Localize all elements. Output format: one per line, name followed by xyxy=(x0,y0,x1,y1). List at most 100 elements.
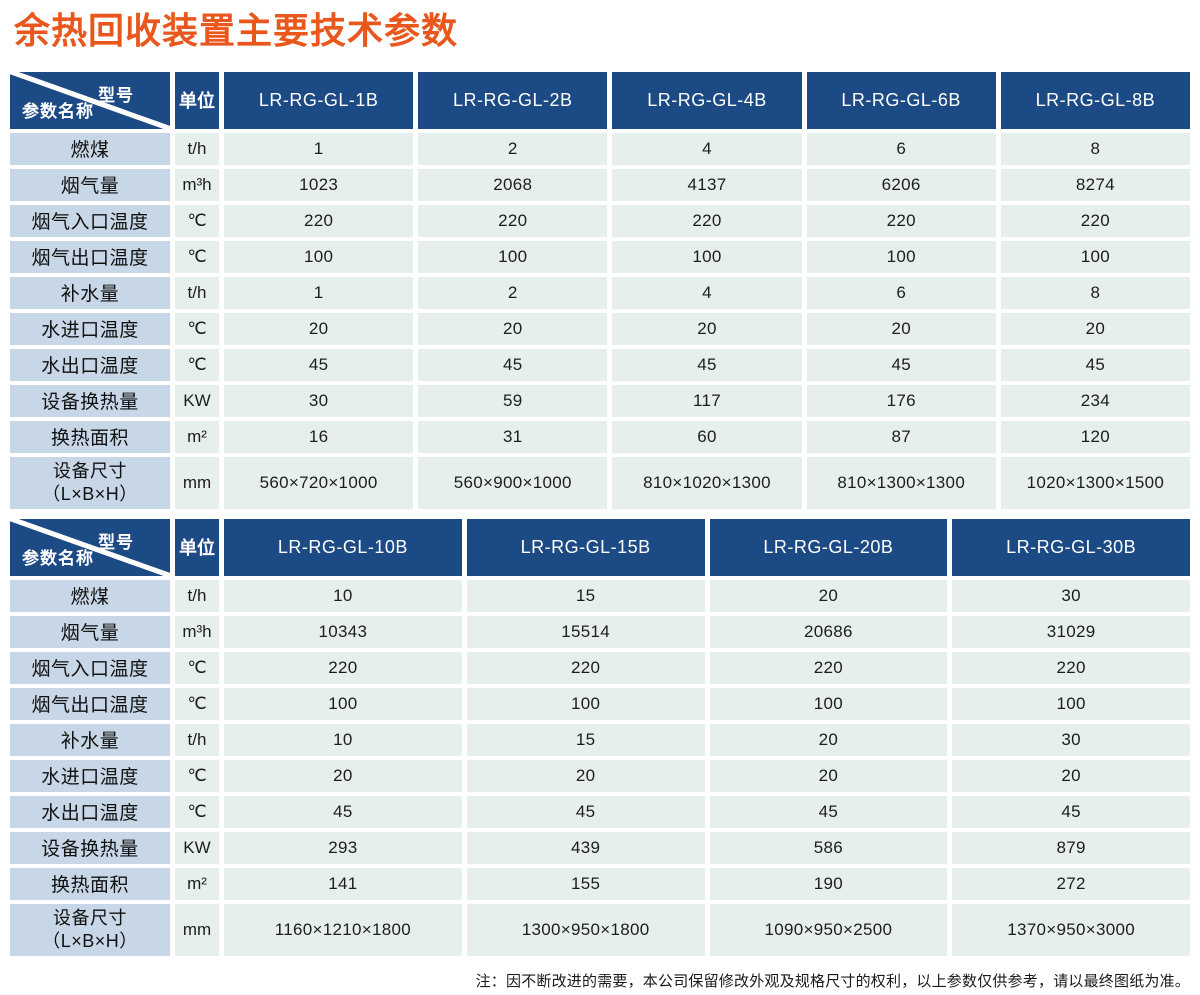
unit-cell: ℃ xyxy=(175,759,219,792)
value-cell: 6 xyxy=(806,132,996,165)
value-cell: 439 xyxy=(466,831,705,864)
value-cell: 100 xyxy=(224,687,462,720)
value-cell: 87 xyxy=(806,420,996,453)
value-cell: 4 xyxy=(612,132,802,165)
value-cell: 20 xyxy=(466,759,705,792)
param-label-cell: 补水量 xyxy=(10,723,170,756)
value-cell: 220 xyxy=(466,651,705,684)
param-label-cell: 烟气量 xyxy=(10,615,170,648)
param-label-cell: 烟气入口温度 xyxy=(10,204,170,237)
param-label-cell: 燃煤 xyxy=(10,132,170,165)
value-cell: 15 xyxy=(466,579,705,612)
param-label-cell: 烟气入口温度 xyxy=(10,651,170,684)
model-header-cell: LR-RG-GL-15B xyxy=(466,518,705,576)
unit-cell: ℃ xyxy=(175,240,219,273)
value-cell: 810×1020×1300 xyxy=(612,456,802,509)
value-cell: 1300×950×1800 xyxy=(466,903,705,956)
value-cell: 100 xyxy=(418,240,608,273)
value-cell: 16 xyxy=(224,420,414,453)
value-cell: 45 xyxy=(224,348,414,381)
value-cell: 6206 xyxy=(806,168,996,201)
value-cell: 293 xyxy=(224,831,462,864)
value-cell: 45 xyxy=(709,795,948,828)
unit-cell: m³h xyxy=(175,615,219,648)
value-cell: 120 xyxy=(1000,420,1190,453)
value-cell: 30 xyxy=(224,384,414,417)
value-cell: 2068 xyxy=(418,168,608,201)
value-cell: 100 xyxy=(709,687,948,720)
value-cell: 45 xyxy=(466,795,705,828)
value-cell: 2 xyxy=(418,132,608,165)
unit-cell: ℃ xyxy=(175,204,219,237)
value-cell: 100 xyxy=(806,240,996,273)
unit-cell: ℃ xyxy=(175,687,219,720)
model-header-cell: LR-RG-GL-1B xyxy=(224,71,414,129)
unit-cell: mm xyxy=(175,903,219,956)
value-cell: 59 xyxy=(418,384,608,417)
value-cell: 220 xyxy=(418,204,608,237)
model-header-cell: LR-RG-GL-4B xyxy=(612,71,802,129)
unit-header-cell: 单位 xyxy=(175,518,219,576)
unit-cell: KW xyxy=(175,831,219,864)
param-label-cell: 水进口温度 xyxy=(10,312,170,345)
value-cell: 20 xyxy=(952,759,1190,792)
param-label-cell: 烟气出口温度 xyxy=(10,240,170,273)
value-cell: 10343 xyxy=(224,615,462,648)
param-label-cell: 水出口温度 xyxy=(10,795,170,828)
value-cell: 10 xyxy=(224,723,462,756)
footnote: 注：因不断改进的需要，本公司保留修改外观及规格尺寸的权利，以上参数仅供参考，请以… xyxy=(475,972,1190,990)
value-cell: 234 xyxy=(1000,384,1190,417)
unit-cell: KW xyxy=(175,384,219,417)
value-cell: 20 xyxy=(709,579,948,612)
value-cell: 20 xyxy=(709,759,948,792)
value-cell: 4137 xyxy=(612,168,802,201)
value-cell: 220 xyxy=(224,651,462,684)
value-cell: 220 xyxy=(612,204,802,237)
param-label-line1: 设备尺寸 xyxy=(53,908,127,929)
param-label-cell: 烟气出口温度 xyxy=(10,687,170,720)
param-label-cell: 换热面积 xyxy=(10,867,170,900)
value-cell: 220 xyxy=(224,204,414,237)
value-cell: 155 xyxy=(466,867,705,900)
value-cell: 15514 xyxy=(466,615,705,648)
unit-cell: ℃ xyxy=(175,795,219,828)
param-label-cell: 设备尺寸 （L×B×H） xyxy=(10,456,170,509)
value-cell: 20 xyxy=(612,312,802,345)
value-cell: 1 xyxy=(224,276,414,309)
value-cell: 20 xyxy=(806,312,996,345)
unit-cell: t/h xyxy=(175,723,219,756)
value-cell: 2 xyxy=(418,276,608,309)
value-cell: 100 xyxy=(1000,240,1190,273)
value-cell: 176 xyxy=(806,384,996,417)
value-cell: 1020×1300×1500 xyxy=(1000,456,1190,509)
value-cell: 20 xyxy=(1000,312,1190,345)
param-label-cell: 换热面积 xyxy=(10,420,170,453)
value-cell: 1160×1210×1800 xyxy=(224,903,462,956)
unit-cell: ℃ xyxy=(175,651,219,684)
corner-cell: 型号 参数名称 xyxy=(10,71,170,129)
value-cell: 8 xyxy=(1000,276,1190,309)
param-label-cell: 设备换热量 xyxy=(10,384,170,417)
corner-param-label: 参数名称 xyxy=(22,101,94,121)
value-cell: 45 xyxy=(418,348,608,381)
value-cell: 220 xyxy=(709,651,948,684)
value-cell: 220 xyxy=(952,651,1190,684)
param-label-cell: 烟气量 xyxy=(10,168,170,201)
value-cell: 190 xyxy=(709,867,948,900)
value-cell: 560×720×1000 xyxy=(224,456,414,509)
value-cell: 1023 xyxy=(224,168,414,201)
corner-model-label: 型号 xyxy=(98,85,134,105)
param-label-cell: 设备换热量 xyxy=(10,831,170,864)
value-cell: 30 xyxy=(952,579,1190,612)
unit-cell: t/h xyxy=(175,579,219,612)
value-cell: 10 xyxy=(224,579,462,612)
value-cell: 117 xyxy=(612,384,802,417)
value-cell: 31029 xyxy=(952,615,1190,648)
value-cell: 100 xyxy=(466,687,705,720)
value-cell: 1 xyxy=(224,132,414,165)
model-header-cell: LR-RG-GL-10B xyxy=(224,518,462,576)
unit-cell: t/h xyxy=(175,132,219,165)
model-header-cell: LR-RG-GL-8B xyxy=(1000,71,1190,129)
param-label-cell: 设备尺寸 （L×B×H） xyxy=(10,903,170,956)
